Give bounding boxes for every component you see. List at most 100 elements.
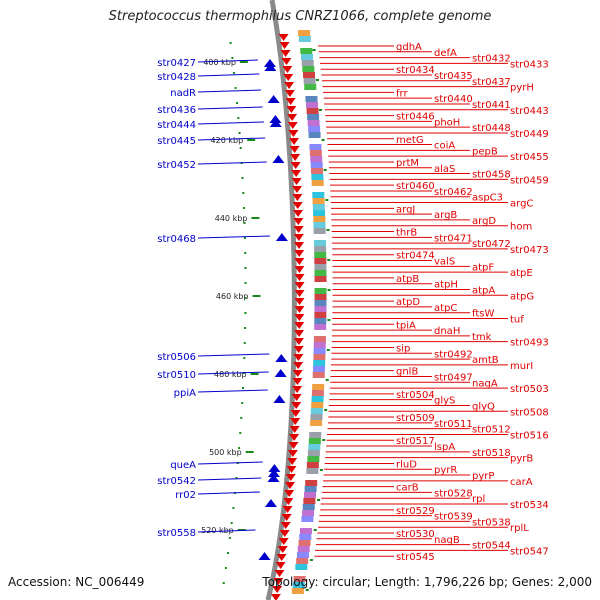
forward-gene-arrow bbox=[282, 506, 293, 513]
forward-gene-arrow bbox=[280, 522, 291, 529]
kbp-tick-label: 440 kbp bbox=[215, 214, 248, 223]
right-gene-label: str0462 bbox=[434, 187, 473, 198]
right-gene-label: defA bbox=[434, 48, 457, 59]
feature-block bbox=[313, 342, 326, 348]
track-dot bbox=[238, 447, 241, 449]
forward-gene-arrow bbox=[290, 418, 301, 425]
feature-block bbox=[298, 36, 311, 42]
right-gene-label: str0432 bbox=[472, 54, 511, 65]
right-gene-label: str0443 bbox=[510, 106, 549, 117]
forward-gene-arrow bbox=[287, 458, 298, 465]
right-gene-label: atpF bbox=[472, 262, 494, 273]
track-dot bbox=[232, 507, 235, 509]
feature-block bbox=[309, 432, 322, 438]
right-gene-label: atpG bbox=[510, 291, 534, 302]
track-dot bbox=[244, 312, 247, 314]
left-connector bbox=[197, 461, 263, 465]
right-gene-label: str0547 bbox=[510, 546, 549, 557]
reverse-gene-arrow bbox=[269, 115, 282, 123]
feature-block bbox=[307, 114, 320, 120]
right-gene-label: amtB bbox=[472, 355, 499, 366]
track-dot bbox=[323, 169, 327, 171]
right-gene-label: str0492 bbox=[434, 349, 473, 360]
forward-gene-arrow bbox=[278, 538, 289, 545]
right-gene-label: str0493 bbox=[510, 338, 549, 349]
forward-gene-arrow bbox=[290, 162, 301, 169]
left-gene-label: str0558 bbox=[157, 528, 196, 539]
track-dot bbox=[242, 387, 245, 389]
kbp-tick-label: 460 kbp bbox=[216, 292, 249, 301]
track-dot bbox=[229, 42, 232, 44]
forward-gene-arrow bbox=[294, 290, 305, 297]
feature-block bbox=[310, 414, 323, 420]
forward-gene-arrow bbox=[293, 338, 304, 345]
right-gene-label: carB bbox=[396, 483, 419, 494]
right-gene-label: frr bbox=[396, 88, 408, 99]
forward-gene-arrow bbox=[287, 122, 298, 129]
feature-block bbox=[312, 192, 325, 198]
right-gene-label: str0529 bbox=[396, 506, 435, 517]
reverse-gene-arrow bbox=[264, 499, 277, 507]
forward-gene-arrow bbox=[285, 98, 296, 105]
feature-block bbox=[306, 462, 319, 468]
reverse-gene-arrow bbox=[275, 354, 288, 362]
right-gene-label: atpD bbox=[396, 297, 420, 308]
feature-block bbox=[313, 210, 326, 216]
feature-block bbox=[311, 390, 324, 396]
forward-gene-arrow bbox=[294, 258, 305, 265]
track-dot bbox=[231, 57, 234, 59]
track-dot bbox=[244, 267, 247, 269]
kbp-tick-label: 400 kbp bbox=[203, 58, 236, 67]
forward-gene-arrow bbox=[294, 282, 305, 289]
right-gene-label: str0460 bbox=[396, 181, 435, 192]
right-gene-labels: gdhAdefAstr0432str0433str0434str0435str0… bbox=[314, 42, 549, 563]
left-connector bbox=[197, 477, 262, 481]
forward-gene-arrow bbox=[283, 498, 294, 505]
forward-gene-arrow bbox=[293, 218, 304, 225]
track-dot bbox=[322, 439, 326, 441]
left-connector bbox=[197, 106, 263, 110]
right-gene-label: pyrB bbox=[510, 454, 533, 465]
reverse-gene-arrow bbox=[263, 59, 276, 67]
feature-block bbox=[308, 438, 321, 444]
left-gene-label: queA bbox=[170, 460, 196, 471]
track-dot bbox=[242, 192, 245, 194]
right-gene-label: str0441 bbox=[472, 100, 511, 111]
forward-gene-arrow bbox=[284, 490, 295, 497]
right-gene-label: str0497 bbox=[434, 372, 473, 383]
feature-block bbox=[311, 168, 324, 174]
feature-block bbox=[311, 402, 324, 408]
right-gene-label: nagA bbox=[472, 378, 498, 389]
forward-gene-arrow bbox=[273, 578, 284, 585]
track-dot bbox=[325, 199, 329, 201]
map-title: Streptococcus thermophilus CNRZ1066, com… bbox=[109, 9, 492, 24]
track-dot bbox=[239, 147, 242, 149]
forward-gene-arrow bbox=[270, 594, 281, 600]
track-dot bbox=[239, 432, 242, 434]
feature-block bbox=[311, 396, 324, 402]
forward-gene-arrow bbox=[292, 370, 303, 377]
right-gene-label: argC bbox=[510, 199, 533, 210]
forward-gene-arrow bbox=[288, 442, 299, 449]
forward-gene-arrow bbox=[284, 82, 295, 89]
track-dot bbox=[243, 222, 246, 224]
forward-gene-arrow bbox=[294, 314, 305, 321]
track-dot bbox=[327, 319, 331, 321]
feature-block bbox=[299, 534, 312, 540]
forward-gene-arrow bbox=[285, 482, 296, 489]
feature-block bbox=[292, 582, 305, 588]
right-gene-label: metG bbox=[396, 135, 424, 146]
reverse-gene-arrow bbox=[269, 119, 282, 127]
track-dot bbox=[240, 417, 243, 419]
right-gene-label: nagB bbox=[434, 535, 460, 546]
feature-block bbox=[310, 420, 323, 426]
track-dot bbox=[317, 499, 321, 501]
right-gene-label: phoH bbox=[434, 117, 460, 128]
feature-block bbox=[301, 516, 314, 522]
forward-gene-arrow bbox=[289, 138, 300, 145]
right-gene-label: str0503 bbox=[510, 384, 549, 395]
feature-block bbox=[303, 72, 316, 78]
feature-block bbox=[309, 150, 322, 156]
forward-gene-arrow bbox=[294, 298, 305, 305]
feature-block bbox=[314, 264, 327, 270]
